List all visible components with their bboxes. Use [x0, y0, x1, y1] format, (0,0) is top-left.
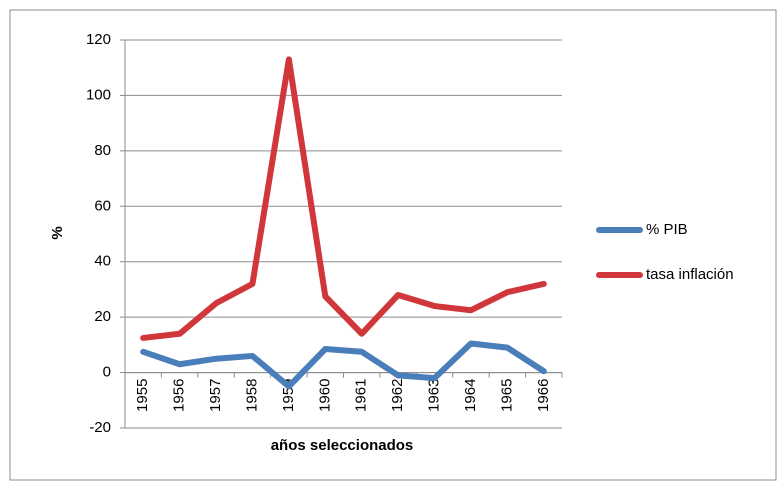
y-tick-label: 0 [103, 364, 111, 381]
data-line [140, 56, 547, 341]
y-tick-label: 100 [86, 86, 111, 103]
y-tick-label: -20 [89, 419, 111, 436]
x-tick-label: 1963 [426, 379, 443, 412]
legend-label: tasa inflación [646, 266, 734, 283]
x-tick-label: 1966 [535, 379, 552, 412]
y-tick-label: 40 [94, 253, 111, 270]
y-tick-label: 20 [94, 308, 111, 325]
y-tick-label: 80 [94, 142, 111, 159]
x-tick-label: 1965 [498, 379, 515, 412]
x-tick-label: 1960 [316, 379, 333, 412]
y-axis-label: % [49, 226, 66, 239]
legend-label: % PIB [646, 221, 688, 238]
y-tick-label: 60 [94, 197, 111, 214]
x-tick-label: 1957 [207, 379, 224, 412]
x-tick-label: 1959 [280, 379, 297, 412]
x-axis-label: años seleccionados [271, 437, 414, 454]
x-tick-label: 1962 [389, 379, 406, 412]
chart-border [9, 9, 777, 481]
y-tick-label: 120 [86, 31, 111, 48]
x-tick-label: 1956 [171, 379, 188, 412]
x-tick-label: 1964 [462, 379, 479, 412]
x-tick-label: 1961 [353, 379, 370, 412]
x-tick-label: 1958 [243, 379, 260, 412]
x-tick-label: 1955 [134, 379, 151, 412]
data-line [140, 340, 547, 390]
